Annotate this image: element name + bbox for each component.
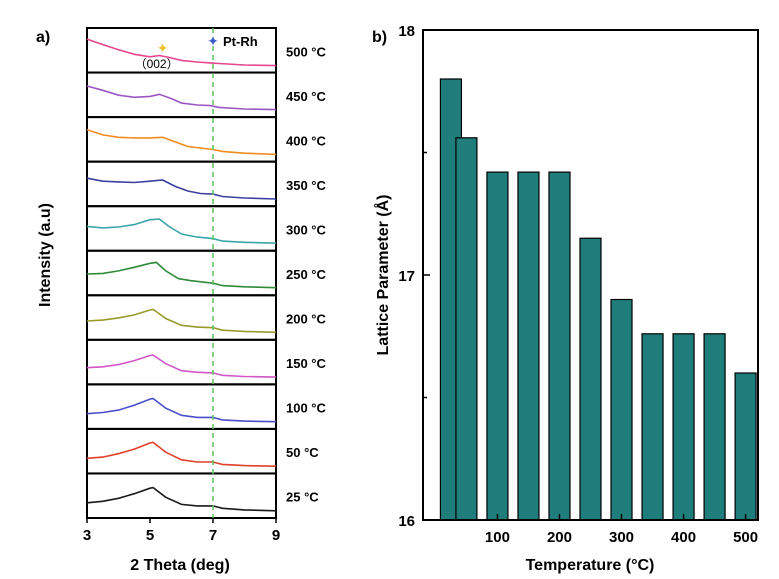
temperature-label: 50 °C [286, 445, 319, 460]
temperature-label: 25 °C [286, 490, 319, 505]
plane-002-marker-icon: ✦ [157, 40, 169, 56]
x-tick-label: 400 [671, 529, 696, 546]
y-tick-label: 18 [398, 23, 415, 40]
trace-box [86, 116, 277, 163]
bar [517, 171, 540, 521]
bar [548, 171, 571, 521]
trace-box [86, 249, 277, 297]
temperature-label: 350 °C [286, 178, 327, 193]
bar-panel: b) Lattice Parameter (Å) Temperature (°C… [372, 23, 759, 574]
trace-box [86, 472, 277, 520]
trace-line [86, 261, 277, 289]
bar [641, 333, 664, 521]
xrd-panel: a) Intensity (a.u) 2 Theta (deg) 500 °C 4… [36, 27, 327, 574]
stacked-plots: 500 °C 450 °C 400 °C 350 °C 300 °C 250 °C 200 … [86, 27, 327, 520]
x-ticks-a: 3 5 7 9 [83, 518, 280, 544]
trace-box [86, 427, 277, 475]
bar [455, 137, 478, 521]
pt-rh-marker-icon: ✦ [207, 33, 219, 49]
y-axis-label-b: Lattice Parameter (Å) [373, 195, 392, 356]
bar [579, 237, 602, 521]
x-tick-label: 7 [209, 527, 217, 544]
plane-002-label: （002） [135, 57, 179, 71]
x-tick-label: 200 [547, 529, 572, 546]
x-tick-label: 5 [146, 527, 154, 544]
trace-line [86, 85, 277, 111]
x-tick-label: 500 [733, 529, 758, 546]
trace-line [86, 441, 277, 467]
trace-box [86, 160, 277, 208]
y-tick-label: 16 [398, 513, 415, 530]
trace-line [86, 354, 277, 378]
panel-label-a: a) [36, 29, 50, 46]
temperature-label: 400 °C [286, 133, 327, 148]
trace-line [86, 308, 277, 334]
pt-rh-label: Pt-Rh [223, 34, 258, 49]
temperature-label: 150 °C [286, 356, 327, 371]
trace-line [86, 38, 277, 67]
bar [672, 333, 695, 521]
annotations-a: ✦ Pt-Rh✦（002） [135, 33, 258, 71]
trace-line [86, 128, 277, 156]
trace-box [86, 205, 277, 252]
bar [610, 298, 633, 521]
x-tick-label: 3 [83, 527, 91, 544]
x-tick-label: 300 [609, 529, 634, 546]
y-tick-label: 17 [398, 268, 415, 285]
temperature-label: 500 °C [286, 44, 327, 59]
bar [486, 171, 509, 521]
temperature-label: 100 °C [286, 401, 327, 416]
temperature-label: 250 °C [286, 267, 327, 282]
bar [703, 333, 726, 521]
trace-line [86, 486, 277, 512]
trace-box [86, 338, 277, 386]
bar-plot: 16 17 18 100 200 300 400 500 [398, 23, 759, 546]
y-axis-label-a: Intensity (a.u) [37, 203, 54, 307]
temperature-label: 200 °C [286, 312, 327, 327]
x-axis-label-b: Temperature (°C) [526, 557, 655, 574]
trace-line [86, 218, 277, 244]
trace-line [86, 177, 277, 200]
x-axis-label-a: 2 Theta (deg) [130, 557, 230, 574]
trace-box [86, 383, 277, 430]
bar [734, 372, 757, 521]
x-tick-label: 100 [485, 529, 510, 546]
temperature-label: 450 °C [286, 89, 327, 104]
x-tick-label: 9 [272, 527, 280, 544]
trace-line [86, 397, 277, 423]
panel-label-b: b) [372, 29, 387, 46]
temperature-label: 300 °C [286, 222, 327, 237]
